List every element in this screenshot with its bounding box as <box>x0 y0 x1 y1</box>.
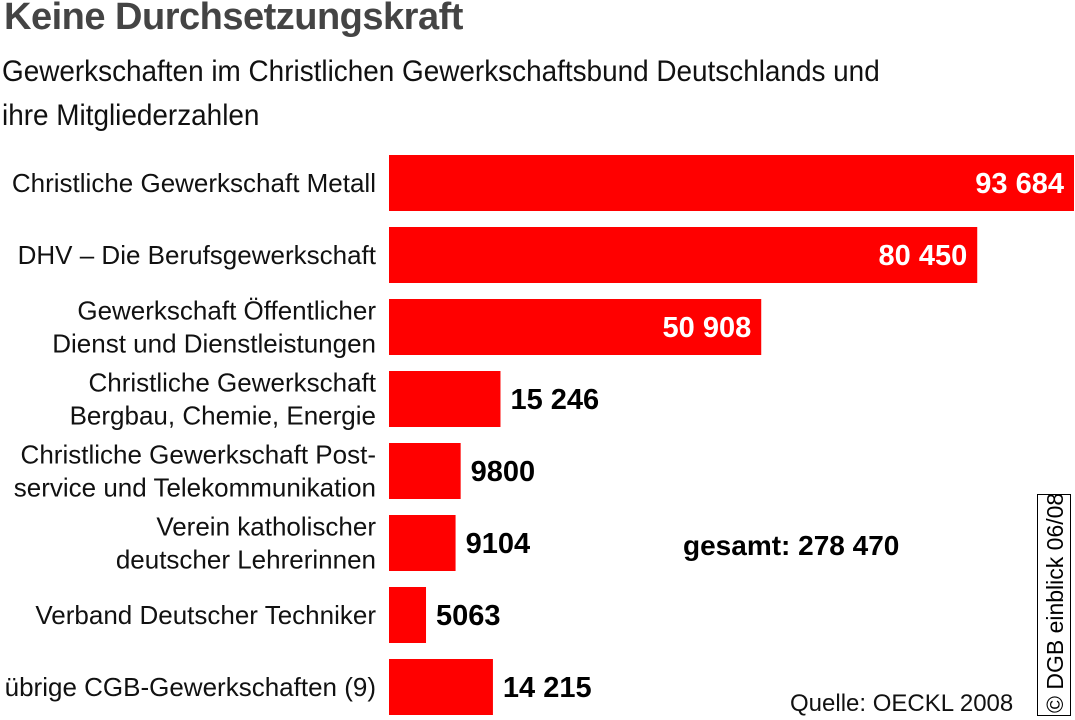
chart-title: Keine Durchsetzungskraft <box>4 0 463 38</box>
category-label-7: Verband Deutscher Techniker <box>35 600 376 630</box>
category-label-6: Verein katholischer deutscher Lehrerinnen <box>116 512 377 575</box>
value-label-8: 14 215 <box>503 672 592 704</box>
value-label-6: 9104 <box>466 528 531 560</box>
bar-8 <box>389 659 493 715</box>
value-label-2: 80 450 <box>879 240 968 272</box>
value-label-7: 5063 <box>436 600 501 632</box>
category-label-4: Christliche Gewerkschaft Bergbau, Chemie,… <box>70 368 377 431</box>
category-label-1: Christliche Gewerkschaft Metall <box>12 168 376 198</box>
bar-3 <box>389 299 762 355</box>
category-label-3: Gewerkschaft Öffentlicher Dienst und Dien… <box>52 296 376 359</box>
bar-6 <box>389 515 456 571</box>
value-label-1: 93 684 <box>975 168 1064 200</box>
bar-2 <box>389 227 978 283</box>
source-label: Quelle: OECKL 2008 <box>790 690 1014 717</box>
credit-label: © DGB einblick 06/08 <box>1042 494 1068 713</box>
value-label-4: 15 246 <box>510 384 599 416</box>
category-label-8: übrige CGB-Gewerkschaften (9) <box>5 672 376 702</box>
credit-box: © DGB einblick 06/08 <box>1037 494 1071 716</box>
value-label-5: 9800 <box>471 456 536 488</box>
category-label-2: DHV – Die Berufsgewerkschaft <box>18 240 377 270</box>
value-label-3: 50 908 <box>663 312 752 344</box>
total-label: gesamt: 278 470 <box>683 530 900 561</box>
chart-subtitle: Gewerkschaften im Christlichen Gewerksch… <box>2 55 880 132</box>
bar-4 <box>389 371 501 427</box>
category-label-5: Christliche Gewerkschaft Post-service un… <box>14 440 376 503</box>
bar-5 <box>389 443 461 499</box>
bar-1 <box>389 155 1074 211</box>
bar-7 <box>389 587 427 643</box>
